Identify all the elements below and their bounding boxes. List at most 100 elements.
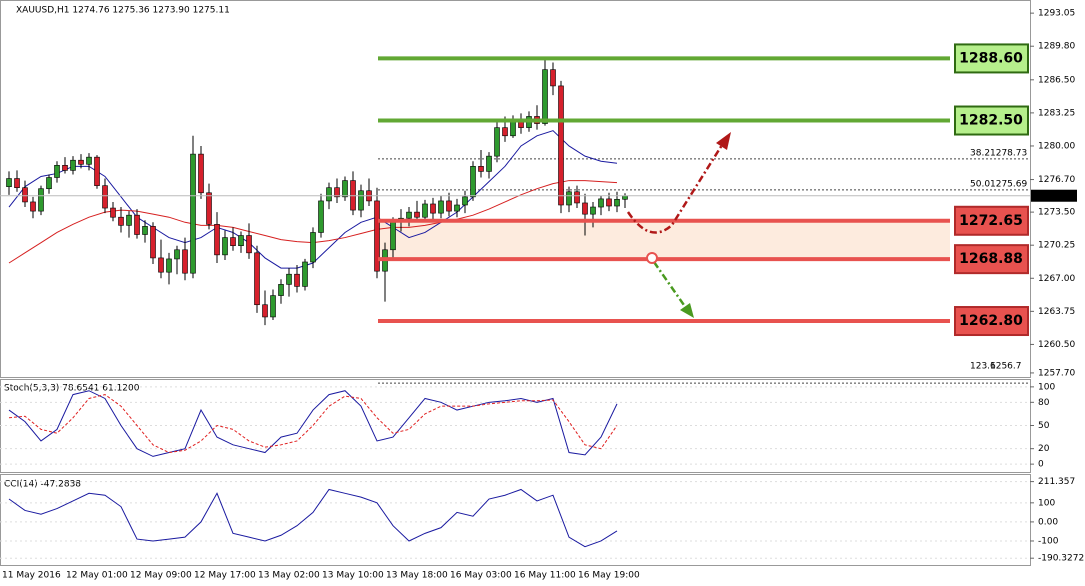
candle-body — [46, 177, 52, 190]
x-tick-label: 16 May 19:00 — [578, 571, 640, 581]
candle-body — [14, 178, 20, 188]
candle-body — [62, 165, 68, 171]
level-box — [954, 306, 1029, 337]
y-tick-label: 80 — [1038, 398, 1050, 408]
candle-body — [262, 304, 268, 318]
candle-body — [158, 257, 164, 273]
candle-body — [174, 249, 180, 260]
candle-body — [238, 235, 244, 247]
candle-body — [198, 153, 204, 194]
candle-body — [102, 185, 108, 209]
candle-body — [22, 187, 28, 203]
y-tick-label: 100 — [1038, 498, 1055, 508]
candle-body — [478, 166, 484, 172]
candle-body — [142, 226, 148, 235]
zone — [378, 220, 950, 260]
candle-body — [558, 85, 564, 206]
main-panel — [0, 0, 1031, 378]
level-label: 1288.60 — [959, 50, 1023, 66]
x-tick-label: 12 May 09:00 — [130, 571, 192, 581]
candle-body — [390, 220, 396, 251]
candle-body — [406, 211, 412, 219]
candle-body — [110, 207, 116, 218]
x-tick-label: 16 May 03:00 — [450, 571, 512, 581]
candle-body — [134, 214, 140, 235]
candle-body — [510, 120, 516, 137]
y-tick-label: 1293.05 — [1038, 9, 1075, 19]
y-tick-label: 100 — [1038, 382, 1055, 392]
candle-body — [294, 273, 300, 287]
y-tick-label: 0.00 — [1038, 517, 1058, 527]
candle-body — [30, 201, 36, 212]
level-box — [954, 43, 1029, 74]
level-label: 1272.65 — [959, 213, 1023, 229]
candle-body — [254, 252, 260, 306]
current-price-box — [1031, 189, 1077, 202]
candle-body — [286, 273, 292, 285]
x-tick-label: 12 May 01:00 — [66, 571, 128, 581]
candle-body — [150, 226, 156, 259]
candle-body — [358, 190, 364, 211]
candle-body — [446, 200, 452, 212]
candle-body — [246, 235, 252, 254]
y-tick-label: 20 — [1038, 444, 1050, 454]
candle-body — [206, 192, 212, 225]
y-tick-label: 1263.75 — [1038, 307, 1075, 317]
candle-body — [598, 198, 604, 208]
cci-panel — [0, 474, 1031, 566]
candle-body — [502, 127, 508, 137]
candle-body — [590, 206, 596, 215]
fib-price: 1275.69 — [990, 179, 1027, 189]
candle-body — [582, 202, 588, 215]
y-tick-label: 1257.70 — [1038, 368, 1075, 378]
fib-price: 1278.73 — [990, 148, 1027, 158]
candle-body — [574, 191, 580, 204]
candle-body — [334, 187, 340, 198]
candle-body — [78, 159, 84, 165]
cci-title: CCI(14) -47.2838 — [4, 480, 81, 490]
x-tick-label: 12 May 17:00 — [194, 571, 256, 581]
candle-body — [214, 224, 220, 256]
y-tick-label: 1267.00 — [1038, 274, 1075, 284]
candle-body — [6, 178, 12, 187]
candle-body — [94, 156, 100, 186]
y-tick-label: 1270.25 — [1038, 241, 1075, 251]
fib-price: 1256.7 — [990, 362, 1022, 372]
current-price-label: 1275.11 — [1035, 191, 1072, 201]
candle-body — [470, 166, 476, 198]
candle-body — [494, 127, 500, 157]
candle-body — [270, 295, 276, 318]
arrow-up-head — [716, 132, 731, 150]
candle-body — [230, 237, 236, 247]
candle-body — [414, 211, 420, 218]
candle-body — [566, 191, 572, 206]
level-box — [954, 105, 1029, 136]
y-tick-label: 211.357 — [1038, 477, 1075, 487]
level-box — [954, 244, 1029, 275]
y-tick-label: 1289.80 — [1038, 42, 1075, 52]
candle-body — [222, 237, 228, 256]
arrow-down — [652, 261, 688, 309]
candle-body — [38, 188, 44, 212]
x-tick-label: 13 May 18:00 — [386, 571, 448, 581]
candle-body — [454, 204, 460, 212]
candle-body — [118, 216, 124, 226]
indicator-line — [8, 390, 618, 457]
candle-body — [342, 180, 348, 198]
candle-body — [310, 232, 316, 263]
candle-body — [542, 69, 548, 124]
candle-body — [302, 261, 308, 287]
candle-body — [166, 258, 172, 273]
x-tick-label: 13 May 02:00 — [258, 571, 320, 581]
y-tick-label: 50 — [1038, 421, 1050, 431]
candle-body — [374, 200, 380, 272]
arrow-up — [626, 144, 724, 234]
candle-body — [462, 196, 468, 206]
y-tick-label: 1283.25 — [1038, 108, 1075, 118]
candle-body — [318, 200, 324, 233]
candle-body — [622, 195, 628, 200]
y-tick-label: 0 — [1038, 460, 1044, 470]
chart-title: XAUUSD,H1 1274.76 1275.36 1273.90 1275.1… — [16, 6, 230, 16]
candle-body — [54, 165, 60, 178]
